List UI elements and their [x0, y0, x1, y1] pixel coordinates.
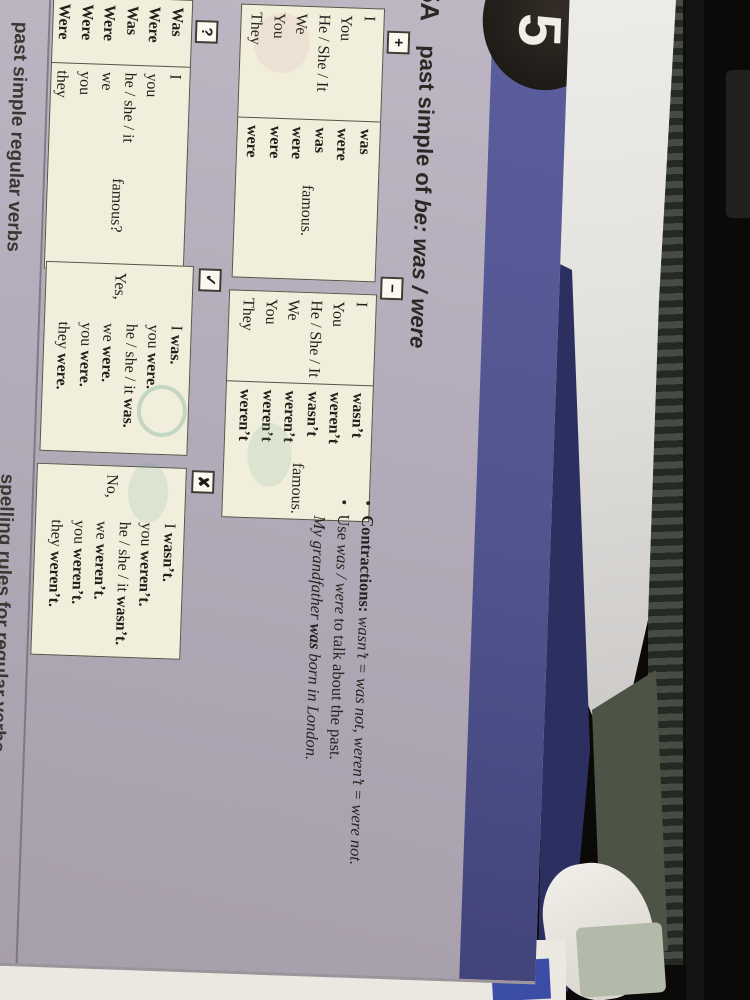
- question-verbs: Was Were Was Were Were Were: [55, 3, 186, 43]
- dark-background: [686, 0, 704, 1000]
- no-answers: I wasn’t. you weren’t. he / she / it was…: [45, 519, 178, 646]
- positive-marker: +: [386, 30, 411, 55]
- positive-table: I You He / She / It We You They was were…: [231, 3, 386, 283]
- negative-verbs: wasn’t weren’t wasn’t weren’t weren’t we…: [224, 380, 373, 458]
- short-answer-no-table: No, I wasn’t. you weren’t. he / she / it…: [30, 462, 187, 660]
- negative-marker: −: [379, 276, 404, 301]
- unit-number: 5: [505, 12, 571, 48]
- next-section-right-title: spelling rules for regular verbs: [0, 473, 18, 753]
- grammar-notes: •Contractions: wasn’t = was not, weren’t…: [293, 498, 380, 936]
- negative-table: I You He / She / It We You They wasn’t w…: [221, 289, 378, 523]
- table-surface: [575, 922, 667, 998]
- next-section-label: 5B: [11, 0, 40, 1]
- section-title-text: past simple of: [410, 44, 441, 200]
- yes-cell: Yes,: [110, 272, 129, 301]
- cross-marker-icon: ✘: [191, 470, 215, 494]
- question-complement: famous?: [107, 178, 127, 233]
- bullet-icon: •: [334, 499, 354, 506]
- grammar-page: 5 5A past simple of be: was / were + − ?…: [0, 0, 571, 985]
- question-table: Was Were Was Were Were Were I you he / s…: [43, 0, 194, 274]
- section-title: past simple of be: was / were: [402, 45, 444, 349]
- bullet-icon: •: [358, 499, 378, 507]
- no-cell: No,: [103, 474, 121, 499]
- section-label: 5A: [414, 0, 446, 22]
- background-panel: [726, 70, 750, 218]
- positive-pronouns: I You He / She / It We You They: [247, 11, 378, 93]
- check-marker-icon: ✓: [198, 268, 222, 293]
- question-marker: ?: [194, 19, 219, 44]
- negative-pronouns: I You He / She / It We You They: [239, 297, 370, 378]
- yes-answers: I was. you were. he / she / it was. we w…: [53, 321, 185, 429]
- positive-complement: famous.: [297, 184, 317, 237]
- section-title-emphasis: be: was / were: [405, 198, 436, 349]
- short-answer-yes-table: Yes, I was. you were. he / she / it was.…: [39, 260, 194, 456]
- positive-verbs: was were was were were were: [236, 116, 381, 180]
- question-pronouns: I you he / she / it we you they: [48, 61, 190, 173]
- next-section-title: past simple regular verbs: [2, 21, 32, 253]
